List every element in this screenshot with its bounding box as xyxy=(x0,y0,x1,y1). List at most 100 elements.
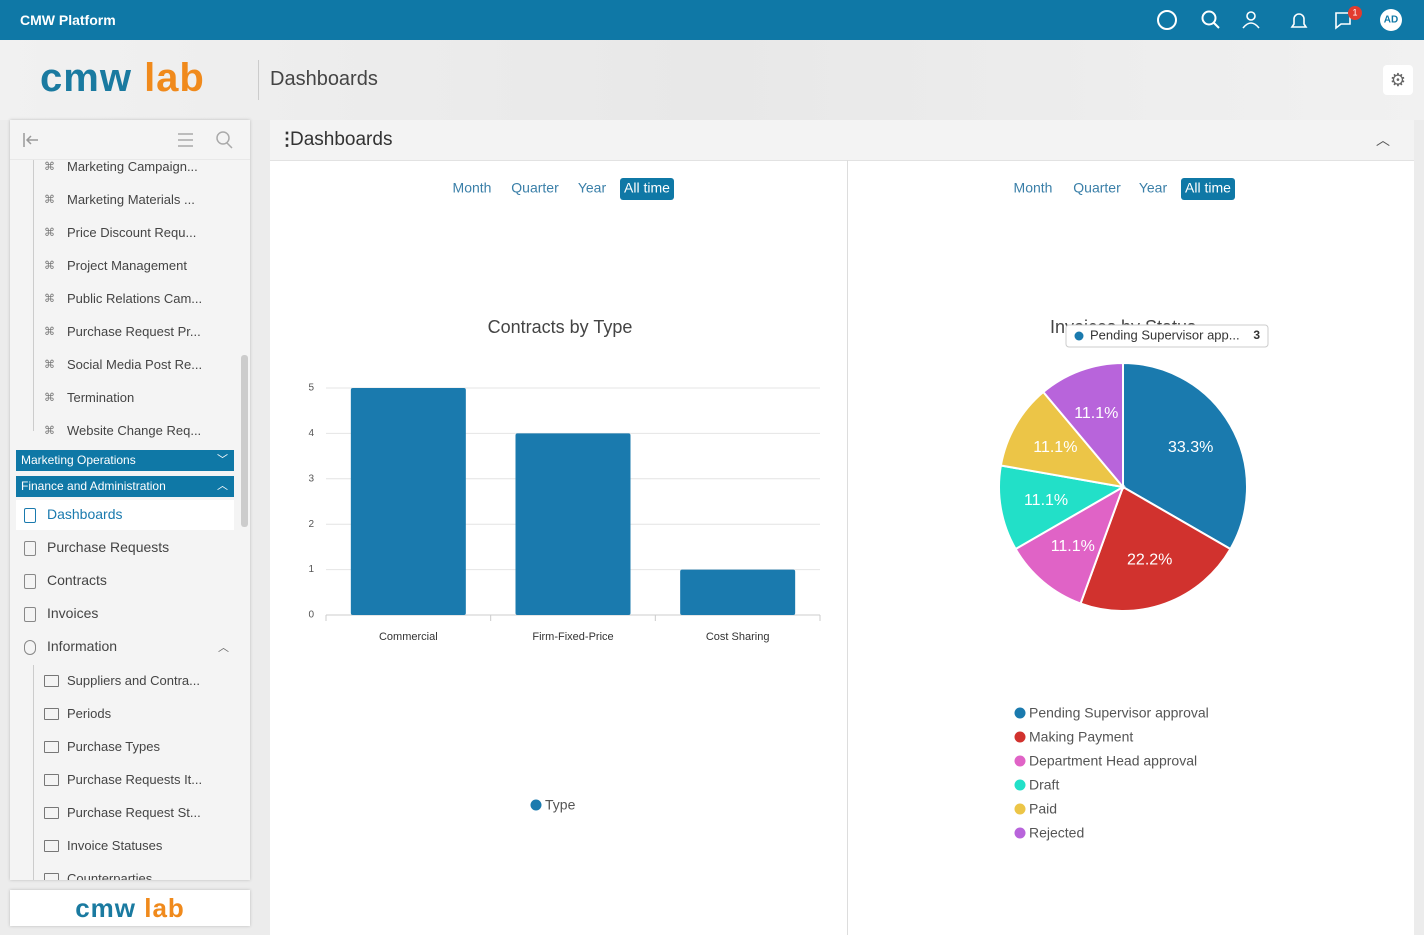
y-tick-label: 1 xyxy=(308,564,314,575)
footer-logo: cmw lab xyxy=(10,890,250,926)
x-tick-label: Cost Sharing xyxy=(706,631,770,643)
scrollbar[interactable] xyxy=(241,355,248,527)
tree-item[interactable]: Website Change Req... xyxy=(67,423,202,438)
collapse-caret[interactable]: ︿ xyxy=(1376,132,1390,148)
header: cmw lab Dashboards ⚙ xyxy=(0,40,1424,120)
sub-item[interactable]: Purchase Request St... xyxy=(67,805,201,820)
tree-item[interactable]: Price Discount Requ... xyxy=(67,225,197,240)
nav-item[interactable]: Purchase Requests xyxy=(47,539,170,555)
pie-slice[interactable] xyxy=(998,464,1126,551)
legend-label[interactable]: Rejected xyxy=(1029,825,1084,841)
nav-icon xyxy=(24,508,36,523)
legend-swatch xyxy=(1014,827,1026,839)
collapse-arrow xyxy=(25,135,38,145)
bar[interactable] xyxy=(515,433,631,615)
y-tick-label: 0 xyxy=(308,610,314,621)
pie-slice[interactable] xyxy=(1014,484,1125,605)
logo-part: cmw xyxy=(40,56,132,100)
sub-item[interactable]: Purchase Requests It... xyxy=(67,772,203,787)
nav-item[interactable]: Information xyxy=(47,638,118,654)
list-icon[interactable] xyxy=(178,133,193,147)
legend-label[interactable]: Pending Supervisor approval xyxy=(1029,705,1209,721)
legend-label[interactable]: Making Payment xyxy=(1029,729,1133,745)
tree-icon: ⌘ xyxy=(44,161,55,173)
tree-item[interactable]: Public Relations Cam... xyxy=(67,291,203,306)
y-tick-label: 2 xyxy=(308,519,314,530)
slice-label: 11.1% xyxy=(1033,439,1077,456)
settings-button[interactable]: ⚙ xyxy=(1383,65,1413,95)
bar[interactable] xyxy=(350,388,466,615)
sub-item[interactable]: Periods xyxy=(67,706,112,721)
help-icon[interactable] xyxy=(1157,10,1177,30)
tree-item[interactable]: Marketing Campaign... xyxy=(67,160,198,174)
list-icon xyxy=(44,774,59,786)
period-active[interactable] xyxy=(1181,178,1235,200)
slice-label: 11.1% xyxy=(1074,405,1118,422)
legend-label[interactable]: Paid xyxy=(1029,801,1057,817)
bell-icon[interactable] xyxy=(1290,13,1308,28)
nav-icon xyxy=(24,607,36,622)
sub-item[interactable]: Suppliers and Contra... xyxy=(67,673,200,688)
tree-item[interactable]: Social Media Post Re... xyxy=(67,357,203,372)
y-tick-label: 3 xyxy=(308,473,314,484)
group-header[interactable]: Finance and Administration ︿ xyxy=(16,476,234,497)
badge xyxy=(1348,6,1362,20)
list-icon xyxy=(44,873,59,880)
tooltip-swatch xyxy=(1074,331,1084,341)
sub-item[interactable]: Counterparties xyxy=(67,871,153,880)
logo-part: lab xyxy=(144,56,205,100)
active-row xyxy=(16,500,234,530)
tooltip-label: Pending Supervisor app... xyxy=(1090,327,1240,342)
nav-item[interactable]: Contracts xyxy=(47,572,107,588)
period-button[interactable]: Month xyxy=(1014,180,1053,196)
tree-icon: ⌘ xyxy=(44,260,55,272)
period-button[interactable]: Year xyxy=(578,180,607,196)
pie-slice[interactable] xyxy=(1041,361,1124,490)
legend-swatch xyxy=(1014,803,1026,815)
charts: Month Quarter Year All time Contracts by Typ… xyxy=(308,178,1269,841)
tree-icon: ⌘ xyxy=(44,326,55,338)
top-icons: 1 AD xyxy=(1157,6,1402,31)
list-icon xyxy=(44,807,59,819)
period-button[interactable]: Quarter xyxy=(1073,180,1121,196)
tooltip xyxy=(1065,324,1269,348)
group-header[interactable]: Marketing Operations ﹀ xyxy=(16,450,234,471)
period-active[interactable] xyxy=(620,178,674,200)
tree-item[interactable]: Purchase Request Pr... xyxy=(67,324,201,339)
nav-icon xyxy=(24,640,36,655)
nav-item[interactable]: Dashboards xyxy=(47,506,123,522)
period-button[interactable]: All time xyxy=(624,180,670,196)
avatar[interactable] xyxy=(1380,9,1402,31)
pie-slice[interactable] xyxy=(1122,361,1248,551)
bar[interactable] xyxy=(680,569,796,615)
menu-dots[interactable]: ⋮ xyxy=(278,129,296,149)
tree-item[interactable]: Marketing Materials ... xyxy=(67,192,195,207)
legend-label[interactable]: Type xyxy=(545,797,576,813)
logo-part: cmw xyxy=(75,893,136,923)
search-icon[interactable] xyxy=(1201,10,1217,26)
badge-count: 1 xyxy=(1352,7,1357,17)
caret: ︿ xyxy=(217,480,228,492)
nav-item[interactable]: Invoices xyxy=(47,605,99,621)
pie-slice[interactable] xyxy=(1079,485,1232,612)
tree-item[interactable]: Termination xyxy=(67,390,135,405)
period-button[interactable]: Month xyxy=(453,180,492,196)
period-button[interactable]: Year xyxy=(1139,180,1168,196)
tree-item[interactable]: Project Management xyxy=(67,258,187,273)
legend-label[interactable]: Draft xyxy=(1029,777,1059,793)
users-icon[interactable] xyxy=(1246,11,1256,21)
y-tick-label: 5 xyxy=(308,383,314,394)
pie-slice[interactable] xyxy=(999,390,1126,489)
sub-item[interactable]: Purchase Types xyxy=(67,739,160,754)
search-icon[interactable] xyxy=(216,131,230,145)
legend-swatch xyxy=(1014,707,1026,719)
legend-label[interactable]: Department Head approval xyxy=(1029,753,1197,769)
messages-icon[interactable] xyxy=(1335,12,1351,30)
legend-swatch xyxy=(1014,755,1026,767)
period-button[interactable]: All time xyxy=(1185,180,1231,196)
period-button[interactable]: Quarter xyxy=(511,180,559,196)
tree-icon: ⌘ xyxy=(44,392,55,404)
sub-item[interactable]: Invoice Statuses xyxy=(67,838,163,853)
nav-tree: ⌘ Marketing Campaign... ⌘ Marketing Materia… xyxy=(10,160,250,880)
tree-icon: ⌘ xyxy=(44,227,55,239)
